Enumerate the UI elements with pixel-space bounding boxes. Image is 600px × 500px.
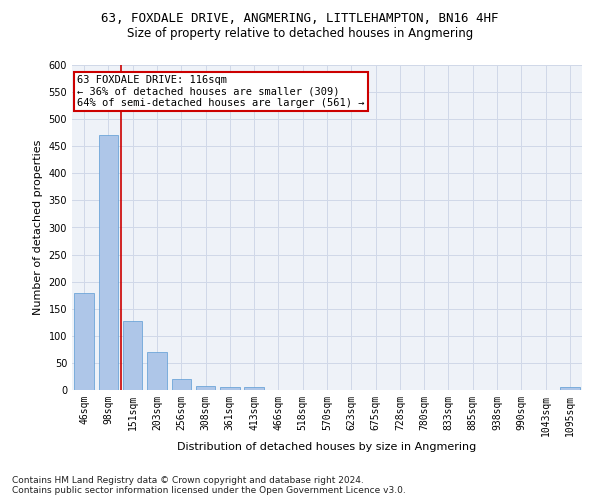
Text: 63 FOXDALE DRIVE: 116sqm
← 36% of detached houses are smaller (309)
64% of semi-: 63 FOXDALE DRIVE: 116sqm ← 36% of detach… [77,74,365,108]
Y-axis label: Number of detached properties: Number of detached properties [33,140,43,315]
Bar [147,352,167,390]
Text: Contains HM Land Registry data © Crown copyright and database right 2024.
Contai: Contains HM Land Registry data © Crown c… [12,476,406,495]
Text: 63, FOXDALE DRIVE, ANGMERING, LITTLEHAMPTON, BN16 4HF: 63, FOXDALE DRIVE, ANGMERING, LITTLEHAMP… [101,12,499,26]
X-axis label: Distribution of detached houses by size in Angmering: Distribution of detached houses by size … [178,442,476,452]
Bar [220,387,239,390]
Text: Size of property relative to detached houses in Angmering: Size of property relative to detached ho… [127,28,473,40]
Bar [172,379,191,390]
Bar [560,388,580,390]
Bar [244,388,264,390]
Bar [99,136,118,390]
Bar [196,386,215,390]
Bar [123,320,142,390]
Bar [74,292,94,390]
